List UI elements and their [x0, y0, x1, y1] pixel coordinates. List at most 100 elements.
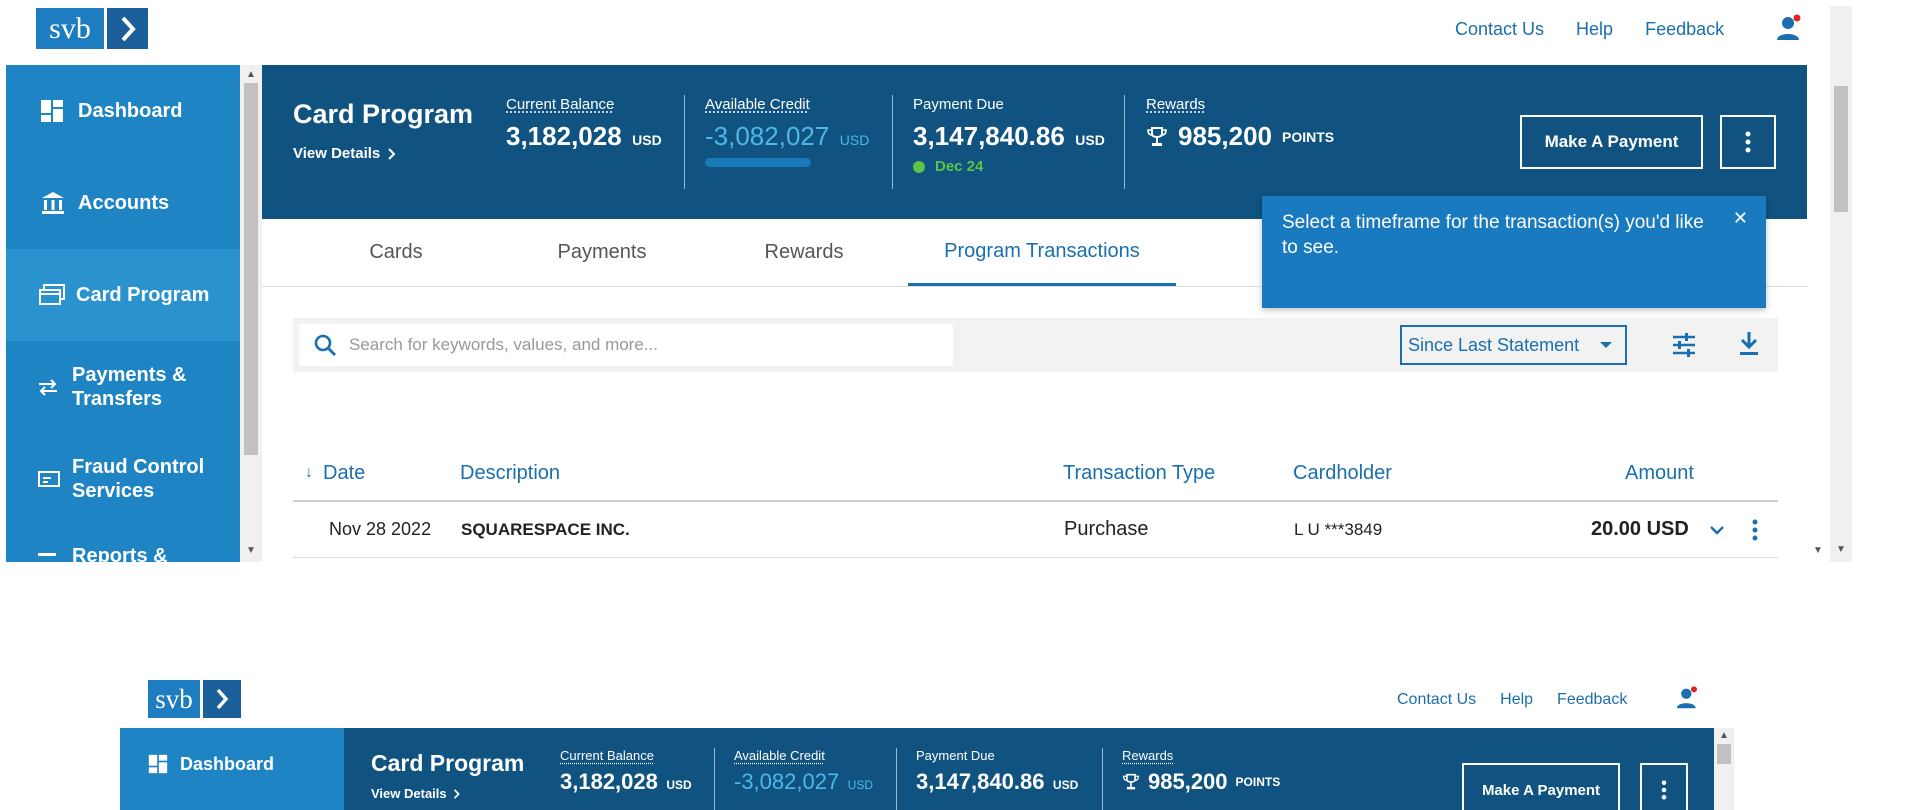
feedback-link[interactable]: Feedback — [1645, 18, 1725, 39]
help-link[interactable]: Help — [1576, 18, 1614, 39]
row-kebab-menu-icon[interactable] — [1752, 502, 1758, 557]
available-credit-label: Available Credit — [734, 748, 825, 763]
more-options-button[interactable] — [1720, 115, 1776, 169]
column-header-label: Date — [323, 461, 366, 484]
sidebar-item-label: Card Program — [76, 283, 210, 306]
scroll-up-icon[interactable]: ▲ — [246, 69, 256, 80]
top-nav: Contact Us Help Feedback — [1397, 690, 1627, 710]
feedback-link[interactable]: Feedback — [1557, 691, 1628, 708]
download-icon[interactable] — [1737, 330, 1761, 363]
svb-logo[interactable]: svb — [36, 8, 148, 49]
rewards-label: Rewards — [1122, 748, 1174, 763]
timeframe-value: Since Last Statement — [1408, 334, 1580, 355]
close-icon[interactable]: ✕ — [1732, 208, 1748, 228]
stat-divider — [1102, 748, 1103, 810]
inner-scroll-down-icon[interactable]: ▼ — [1813, 545, 1823, 556]
filter-settings-icon[interactable] — [1671, 332, 1697, 363]
column-header-cardholder[interactable]: Cardholder — [1293, 461, 1392, 484]
top-nav: Contact Us Help Feedback — [1455, 18, 1724, 40]
page-scrollbar[interactable]: ▼ — [1830, 6, 1852, 562]
column-header-transaction-type[interactable]: Transaction Type — [1063, 461, 1216, 484]
rewards-value: 985,200 — [1148, 769, 1228, 794]
table-row[interactable]: Nov 28 2022 SQUARESPACE INC. Purchase L … — [293, 502, 1778, 558]
contact-us-link[interactable]: Contact Us — [1455, 18, 1545, 39]
sidebar-item-payments-transfers[interactable]: Payments & Transfers — [6, 341, 240, 433]
available-credit-value: -3,082,027 — [734, 769, 840, 794]
payment-due: Payment Due 3,147,840.86 USD — [916, 748, 1078, 795]
tab-program-transactions[interactable]: Program Transactions — [908, 219, 1176, 286]
sidebar-item-dashboard[interactable]: Dashboard — [120, 728, 344, 800]
rewards: Rewards 985,200 POINTS — [1146, 96, 1334, 152]
tab-cards[interactable]: Cards — [369, 241, 423, 263]
sidebar-item-label: Dashboard — [180, 753, 275, 774]
help-link[interactable]: Help — [1500, 691, 1534, 708]
page-scrollbar-thumb[interactable] — [1717, 744, 1731, 764]
view-details-link[interactable]: View Details — [293, 145, 398, 162]
sidebar-item-label: Dashboard — [78, 99, 183, 122]
contact-us-link[interactable]: Contact Us — [1397, 691, 1477, 708]
sidebar-item-label: Accounts — [78, 191, 170, 214]
logo-chevron-icon — [203, 680, 241, 718]
tab-rewards[interactable]: Rewards — [764, 241, 844, 263]
column-header-amount[interactable]: Amount — [1625, 461, 1694, 484]
available-credit-label: Available Credit — [705, 96, 810, 113]
tab-payments[interactable]: Payments — [557, 241, 647, 263]
page-scrollbar-thumb[interactable] — [1834, 86, 1848, 212]
search-box[interactable]: Search for keywords, values, and more... — [299, 324, 953, 366]
logo-chevron-icon — [107, 8, 148, 49]
view-details-link[interactable]: View Details — [371, 786, 462, 801]
more-options-button[interactable] — [1640, 763, 1688, 810]
sidebar-scrollbar[interactable]: ▲ ▼ — [240, 65, 262, 562]
search-input[interactable]: Search for keywords, values, and more... — [349, 335, 658, 354]
card-icon — [39, 284, 65, 305]
payment-due-value: 3,147,840.86 — [913, 121, 1065, 151]
scroll-down-icon[interactable]: ▼ — [246, 545, 256, 556]
filter-bar: Search for keywords, values, and more...… — [293, 318, 1778, 372]
scrollbar-thumb[interactable] — [244, 83, 258, 455]
page-scroll-down-icon[interactable]: ▼ — [1836, 544, 1846, 555]
sidebar-item-label: Payments & Transfers — [72, 364, 187, 410]
page-scroll-up-icon[interactable]: ▲ — [1719, 730, 1729, 741]
search-icon — [314, 334, 336, 356]
make-payment-button[interactable]: Make A Payment — [1462, 763, 1620, 810]
sidebar-item-card-program[interactable]: Card Program — [6, 249, 240, 341]
svb-logo[interactable]: svb — [148, 680, 241, 718]
kebab-menu-icon — [1661, 780, 1667, 800]
user-avatar-icon[interactable] — [1676, 686, 1700, 715]
sidebar-item-label: Reports & — [72, 545, 168, 562]
sidebar-item-reports[interactable]: Reports & — [6, 541, 240, 562]
card-program-header: Card Program View Details Current Balanc… — [262, 65, 1807, 219]
row-amount: 20.00 USD — [1591, 518, 1689, 540]
available-credit-value: -3,082,027 — [705, 121, 830, 151]
row-transaction-type: Purchase — [1064, 518, 1149, 540]
due-status-dot-icon — [913, 160, 925, 173]
row-date: Nov 28 2022 — [329, 519, 432, 539]
kebab-menu-icon — [1745, 131, 1751, 153]
available-credit-unit: USD — [847, 778, 873, 792]
rewards-label: Rewards — [1146, 96, 1206, 113]
sidebar-item-dashboard[interactable]: Dashboard — [6, 65, 240, 157]
user-avatar-icon[interactable] — [1776, 14, 1804, 47]
timeframe-tooltip: Select a timeframe for the transaction(s… — [1262, 196, 1766, 308]
page-scrollbar[interactable]: ▲ — [1714, 728, 1734, 810]
make-payment-button[interactable]: Make A Payment — [1520, 115, 1703, 169]
stat-divider — [1124, 95, 1125, 189]
page-title: Card Program — [293, 99, 474, 129]
secondary-screenshot: svb Contact Us Help Feedback Dashboard C… — [120, 672, 1740, 810]
sidebar-item-label: Fraud Control Services — [72, 456, 205, 502]
rewards-value: 985,200 — [1178, 121, 1272, 151]
current-balance-label: Current Balance — [506, 96, 615, 113]
timeframe-select[interactable]: Since Last Statement — [1400, 325, 1627, 365]
chevron-right-icon — [388, 147, 396, 160]
column-header-date[interactable]: ↓ Date — [305, 446, 365, 500]
available-credit-unit: USD — [839, 132, 870, 148]
logo-wordmark: svb — [148, 680, 200, 718]
sidebar-item-accounts[interactable]: Accounts — [6, 157, 240, 249]
table-header: ↓ Date Description Transaction Type Card… — [293, 446, 1778, 502]
column-header-description[interactable]: Description — [460, 461, 561, 484]
sidebar-item-fraud-control[interactable]: Fraud Control Services — [6, 433, 240, 525]
expand-chevron-icon[interactable] — [1709, 502, 1725, 557]
dashboard-icon — [148, 754, 168, 774]
credit-usage-bar — [705, 158, 811, 167]
trophy-icon — [1147, 126, 1167, 146]
